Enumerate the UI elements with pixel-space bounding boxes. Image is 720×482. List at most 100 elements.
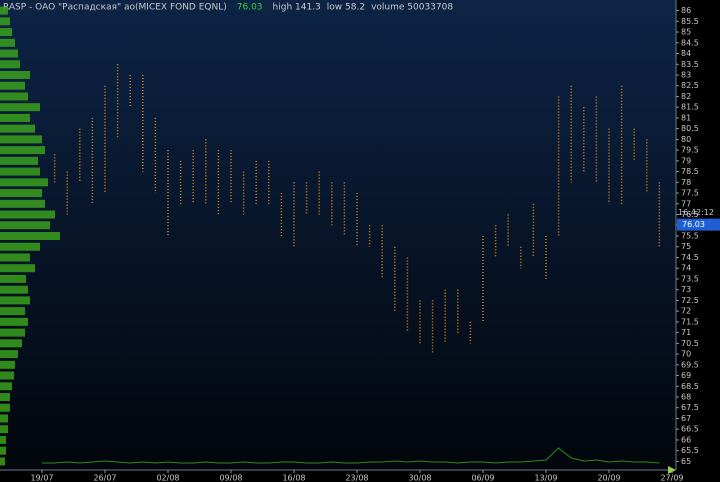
x-tick-label: 30/08 <box>408 474 431 482</box>
y-tick-label: 67.5 <box>681 403 699 412</box>
volume-profile-bar <box>0 403 10 412</box>
y-tick-label: 77.5 <box>681 189 699 198</box>
volume-profile-bar <box>0 414 8 423</box>
y-tick-label: 65 <box>681 457 691 466</box>
y-tick-label: 81.5 <box>681 103 699 112</box>
y-tick-label: 82.5 <box>681 81 699 90</box>
y-tick-label: 85.5 <box>681 17 699 26</box>
last-price: 76.03 <box>237 3 263 13</box>
plot-background <box>0 0 676 470</box>
x-tick-label: 20/09 <box>597 474 620 482</box>
volume-profile-bar <box>0 317 28 326</box>
y-tick-label: 72 <box>681 307 691 316</box>
volume-profile-bar <box>0 124 35 133</box>
volume-profile-bar <box>0 360 15 369</box>
x-tick-label: 19/07 <box>30 474 53 482</box>
x-tick-label: 26/07 <box>93 474 116 482</box>
volume-profile-bar <box>0 49 18 58</box>
end-marker <box>668 466 676 474</box>
y-tick-label: 65.5 <box>681 446 699 455</box>
y-tick-label: 69 <box>681 371 691 380</box>
volume-profile-bar <box>0 199 45 208</box>
y-tick-label: 80 <box>681 135 691 144</box>
volume-profile-bar <box>0 70 30 79</box>
y-tick-label: 66.5 <box>681 425 699 434</box>
x-tick-label: 16/08 <box>282 474 305 482</box>
y-tick-label: 75.5 <box>681 232 699 241</box>
time-label: 16:42:12 <box>678 208 714 217</box>
y-tick-label: 86 <box>681 6 691 15</box>
y-tick-label: 79 <box>681 156 691 165</box>
volume-profile-bar <box>0 189 42 198</box>
y-tick-label: 75 <box>681 242 691 251</box>
y-tick-label: 71 <box>681 328 691 337</box>
x-tick-label: 06/09 <box>471 474 494 482</box>
last-price-axis-label: 76.03 <box>682 220 705 229</box>
volume-profile-bar <box>0 393 10 402</box>
y-tick-label: 66 <box>681 435 691 444</box>
volume-profile-bar <box>0 350 18 359</box>
y-tick-label: 80.5 <box>681 124 699 133</box>
volume-profile-bar <box>0 328 25 337</box>
y-tick-label: 73 <box>681 285 691 294</box>
volume-line <box>42 447 660 464</box>
volume-profile-bar <box>0 242 40 251</box>
y-tick-label: 68.5 <box>681 382 699 391</box>
volume-profile-bar <box>0 264 35 273</box>
header-stat: volume 50033708 <box>371 3 453 13</box>
volume-profile-bar <box>0 156 38 165</box>
volume-profile-bar <box>0 425 8 434</box>
volume-profile-bar <box>0 81 25 90</box>
volume-profile-bar <box>0 296 30 305</box>
volume-profile-bar <box>0 457 5 466</box>
x-tick-label: 09/08 <box>219 474 242 482</box>
y-tick-label: 79.5 <box>681 146 699 155</box>
y-tick-label: 78 <box>681 178 691 187</box>
y-tick-label: 77 <box>681 199 691 208</box>
volume-profile-bar <box>0 135 42 144</box>
y-tick-label: 68 <box>681 393 691 402</box>
volume-profile-bar <box>0 146 45 155</box>
last-price-box <box>677 218 720 231</box>
y-tick-label: 73.5 <box>681 274 699 283</box>
volume-profile-bar <box>0 103 40 112</box>
y-tick-label: 84 <box>681 49 691 58</box>
volume-profile-bar <box>0 92 28 101</box>
x-tick-label: 27/09 <box>660 474 683 482</box>
volume-profile-bar <box>0 178 48 187</box>
x-tick-label: 13/09 <box>534 474 557 482</box>
volume-profile-bar <box>0 339 22 348</box>
y-tick-label: 82 <box>681 92 691 101</box>
y-tick-label: 74 <box>681 264 691 273</box>
y-tick-label: 70.5 <box>681 339 699 348</box>
volume-profile-bar <box>0 232 60 240</box>
volume-profile-bar <box>0 285 28 294</box>
volume-profile-bar <box>0 253 30 262</box>
y-tick-label: 74.5 <box>681 253 699 262</box>
y-tick-label: 83 <box>681 70 691 79</box>
volume-profile-bar <box>0 446 6 455</box>
y-tick-label: 71.5 <box>681 317 699 326</box>
y-tick-label: 70 <box>681 350 691 359</box>
x-tick-label: 02/08 <box>156 474 179 482</box>
volume-profile-bar <box>0 435 6 444</box>
volume-profile-bar <box>0 307 25 316</box>
y-tick-label: 83.5 <box>681 60 699 69</box>
volume-profile-bar <box>0 6 8 15</box>
y-tick-label: 81 <box>681 113 691 122</box>
x-tick-label: 23/08 <box>345 474 368 482</box>
volume-profile-bar <box>0 382 12 391</box>
volume-profile-bar <box>0 210 55 219</box>
volume-profile-bar <box>0 60 20 69</box>
volume-profile-bar <box>0 113 30 122</box>
volume-profile-bar <box>0 28 12 37</box>
volume-profile-bar <box>0 221 50 230</box>
volume-profile-bar <box>0 371 14 380</box>
y-tick-label: 69.5 <box>681 360 699 369</box>
volume-profile-bar <box>0 274 26 283</box>
y-tick-label: 76.5 <box>681 210 699 219</box>
header-stat: high 141.3 <box>273 3 321 13</box>
y-tick-label: 67 <box>681 414 691 423</box>
y-tick-label: 84.5 <box>681 38 699 47</box>
